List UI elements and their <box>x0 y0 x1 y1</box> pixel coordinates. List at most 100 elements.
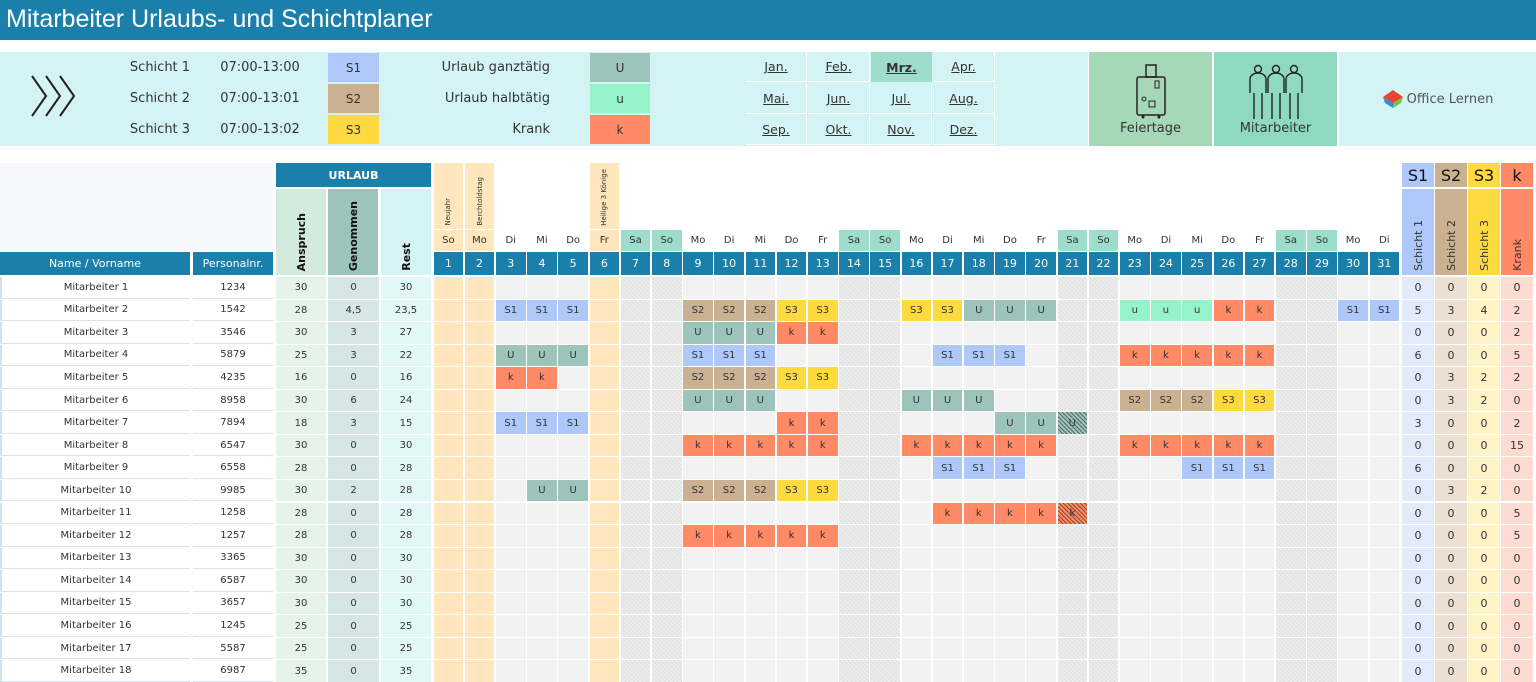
schedule-cell[interactable] <box>1151 322 1181 344</box>
schedule-cell[interactable] <box>527 389 557 412</box>
schedule-cell[interactable] <box>870 412 900 434</box>
schedule-entry-k[interactable]: k <box>1119 344 1150 367</box>
schedule-cell[interactable] <box>495 434 526 457</box>
schedule-cell[interactable] <box>1369 547 1400 570</box>
schedule-cell[interactable] <box>1307 344 1337 367</box>
schedule-entry-k[interactable]: k <box>963 502 994 525</box>
schedule-entry-S2[interactable]: S2 <box>714 299 744 322</box>
schedule-cell[interactable] <box>901 367 932 389</box>
schedule-cell[interactable] <box>901 525 932 547</box>
schedule-cell[interactable] <box>839 367 869 389</box>
schedule-cell[interactable] <box>839 592 869 615</box>
schedule-entry-S1[interactable]: S1 <box>1182 457 1212 479</box>
schedule-cell[interactable] <box>776 547 807 570</box>
schedule-entry-k[interactable]: k <box>714 434 744 457</box>
schedule-cell[interactable] <box>1026 570 1056 592</box>
schedule-cell[interactable] <box>1026 637 1056 660</box>
schedule-cell[interactable] <box>1338 367 1368 389</box>
schedule-cell[interactable] <box>1213 277 1244 299</box>
schedule-entry-U[interactable]: U <box>745 322 776 344</box>
schedule-cell[interactable] <box>1275 277 1306 299</box>
schedule-entry-S1[interactable]: S1 <box>558 412 588 434</box>
schedule-cell[interactable] <box>558 389 588 412</box>
schedule-cell[interactable] <box>1151 277 1181 299</box>
schedule-cell[interactable] <box>651 570 682 592</box>
schedule-cell[interactable] <box>495 660 526 682</box>
anspruch-value[interactable]: 28 <box>276 299 326 322</box>
schedule-cell[interactable] <box>963 547 994 570</box>
schedule-entry-k[interactable]: k <box>527 367 557 389</box>
schedule-entry-k[interactable]: k <box>1026 434 1056 457</box>
schedule-cell[interactable] <box>932 615 963 637</box>
schedule-entry-k[interactable]: k <box>1182 344 1212 367</box>
month-link[interactable]: Mrz. <box>871 52 932 82</box>
schedule-cell[interactable] <box>714 660 744 682</box>
schedule-cell[interactable] <box>714 457 744 479</box>
schedule-cell[interactable] <box>1307 570 1337 592</box>
schedule-entry-k[interactable]: k <box>901 434 932 457</box>
schedule-cell[interactable] <box>776 457 807 479</box>
schedule-entry-S3[interactable]: S3 <box>776 479 807 502</box>
schedule-cell[interactable] <box>776 502 807 525</box>
schedule-cell[interactable] <box>433 547 464 570</box>
schedule-cell[interactable] <box>870 547 900 570</box>
schedule-cell[interactable] <box>995 322 1025 344</box>
schedule-cell[interactable] <box>1057 660 1088 682</box>
schedule-entry-k[interactable]: k <box>1182 434 1212 457</box>
schedule-cell[interactable] <box>1151 367 1181 389</box>
schedule-cell[interactable] <box>620 570 651 592</box>
schedule-cell[interactable] <box>807 457 838 479</box>
schedule-cell[interactable] <box>870 322 900 344</box>
anspruch-value[interactable]: 30 <box>276 592 326 615</box>
schedule-cell[interactable] <box>1244 277 1275 299</box>
schedule-entry-U[interactable]: U <box>714 322 744 344</box>
schedule-cell[interactable] <box>651 367 682 389</box>
schedule-cell[interactable] <box>1307 457 1337 479</box>
schedule-cell[interactable] <box>995 389 1025 412</box>
schedule-cell[interactable] <box>1119 457 1150 479</box>
schedule-cell[interactable] <box>527 592 557 615</box>
schedule-cell[interactable] <box>870 502 900 525</box>
schedule-entry-S2[interactable]: S2 <box>1119 389 1150 412</box>
schedule-cell[interactable] <box>464 592 495 615</box>
schedule-cell[interactable] <box>1275 637 1306 660</box>
schedule-cell[interactable] <box>839 479 869 502</box>
schedule-cell[interactable] <box>807 637 838 660</box>
schedule-cell[interactable] <box>1275 525 1306 547</box>
schedule-cell[interactable] <box>1307 367 1337 389</box>
schedule-entry-S3[interactable]: S3 <box>932 299 963 322</box>
schedule-cell[interactable] <box>651 457 682 479</box>
schedule-cell[interactable] <box>651 277 682 299</box>
schedule-cell[interactable] <box>839 457 869 479</box>
schedule-entry-U[interactable]: U <box>558 479 588 502</box>
schedule-cell[interactable] <box>527 434 557 457</box>
schedule-cell[interactable] <box>527 277 557 299</box>
schedule-cell[interactable] <box>464 277 495 299</box>
schedule-cell[interactable] <box>932 479 963 502</box>
month-link[interactable]: Aug. <box>933 83 995 114</box>
schedule-cell[interactable] <box>1182 525 1212 547</box>
schedule-cell[interactable] <box>1213 660 1244 682</box>
schedule-cell[interactable] <box>901 570 932 592</box>
schedule-cell[interactable] <box>1057 299 1088 322</box>
schedule-entry-S3[interactable]: S3 <box>807 299 838 322</box>
schedule-cell[interactable] <box>1088 457 1119 479</box>
schedule-cell[interactable] <box>433 479 464 502</box>
schedule-cell[interactable] <box>776 637 807 660</box>
schedule-cell[interactable] <box>495 457 526 479</box>
schedule-cell[interactable] <box>995 367 1025 389</box>
schedule-cell[interactable] <box>589 389 620 412</box>
schedule-cell[interactable] <box>1119 525 1150 547</box>
schedule-cell[interactable] <box>464 479 495 502</box>
schedule-entry-S2[interactable]: S2 <box>1151 389 1181 412</box>
schedule-cell[interactable] <box>683 412 713 434</box>
schedule-entry-S2[interactable]: S2 <box>683 479 713 502</box>
anspruch-value[interactable]: 30 <box>276 434 326 457</box>
schedule-entry-S1[interactable]: S1 <box>495 412 526 434</box>
schedule-cell[interactable] <box>1369 660 1400 682</box>
schedule-entry-k[interactable]: k <box>807 322 838 344</box>
anspruch-value[interactable]: 16 <box>276 367 326 389</box>
schedule-entry-k[interactable]: k <box>745 525 776 547</box>
schedule-cell[interactable] <box>776 277 807 299</box>
schedule-cell[interactable] <box>589 502 620 525</box>
